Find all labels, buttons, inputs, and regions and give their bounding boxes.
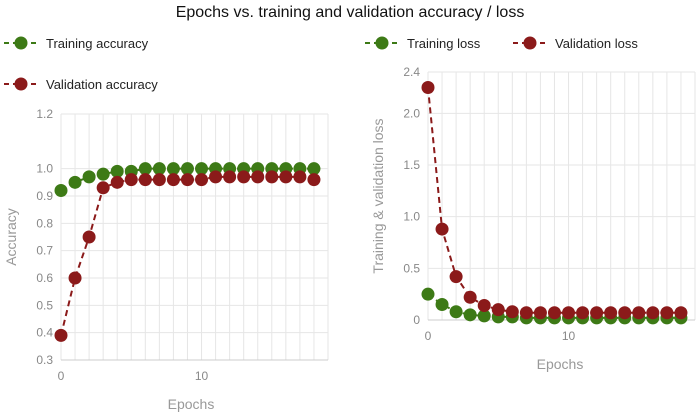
acc-y-tick-label: 1.0	[36, 162, 53, 176]
loss-legend-marker	[523, 36, 537, 50]
acc-y-tick-label: 0.5	[36, 298, 53, 312]
loss-data-point	[435, 298, 449, 311]
acc-data-point	[307, 173, 321, 187]
loss-y-tick-label: 0	[413, 313, 420, 327]
acc-data-point	[152, 162, 166, 176]
acc-data-point	[223, 170, 237, 184]
acc-x-axis-label: Epochs	[168, 396, 215, 412]
acc-y-axis-label: Accuracy	[3, 208, 19, 266]
loss-data-point	[576, 306, 590, 320]
loss-data-point	[660, 306, 674, 320]
loss-x-axis-label: Epochs	[537, 356, 584, 372]
loss-data-point	[646, 306, 660, 320]
loss-y-tick-label: 1.5	[403, 158, 420, 172]
loss-x-tick-label: 0	[425, 329, 432, 343]
loss-data-point	[449, 305, 463, 319]
acc-data-point	[68, 271, 82, 285]
acc-data-point	[68, 175, 82, 189]
loss-data-point	[590, 306, 604, 320]
acc-data-point	[195, 173, 209, 187]
loss-data-point	[421, 81, 435, 94]
loss-y-tick-label: 0.5	[403, 261, 420, 275]
loss-data-point	[547, 306, 561, 320]
loss-legend-label: Validation loss	[555, 36, 638, 51]
acc-data-point	[307, 162, 321, 176]
acc-data-point	[195, 162, 209, 176]
acc-data-point	[124, 173, 138, 187]
acc-data-point	[209, 170, 223, 184]
acc-data-point	[166, 162, 180, 176]
loss-legend-label: Training loss	[407, 36, 481, 51]
acc-data-point	[166, 173, 180, 187]
acc-data-point	[237, 170, 251, 184]
loss-x-tick-label: 10	[562, 329, 576, 343]
acc-data-point	[82, 170, 96, 184]
loss-data-point	[477, 309, 491, 323]
acc-data-point	[180, 162, 194, 176]
acc-data-point	[180, 173, 194, 187]
loss-data-point	[421, 287, 435, 301]
acc-data-point	[152, 173, 166, 187]
acc-data-point	[251, 170, 265, 184]
figure-title: Epochs vs. training and validation accur…	[175, 4, 525, 21]
loss-y-tick-label: 2.4	[403, 65, 420, 79]
acc-y-tick-label: 0.9	[36, 189, 53, 203]
acc-data-point	[96, 181, 110, 195]
loss-data-point	[533, 306, 547, 320]
acc-x-tick-label: 0	[58, 369, 65, 383]
acc-data-point	[54, 328, 68, 342]
loss-y-tick-label: 2.0	[403, 106, 420, 120]
loss-data-point	[519, 306, 533, 320]
loss-data-point	[604, 306, 618, 320]
loss-data-point	[674, 306, 688, 320]
loss-data-point	[477, 299, 491, 313]
loss-data-point	[463, 290, 477, 304]
acc-data-point	[279, 170, 293, 184]
acc-legend-marker	[14, 36, 28, 50]
acc-data-point	[265, 170, 279, 184]
acc-data-point	[110, 164, 124, 178]
acc-data-point	[138, 162, 152, 176]
loss-data-point	[562, 306, 576, 320]
acc-x-tick-label: 10	[195, 369, 209, 383]
acc-data-point	[54, 184, 68, 198]
loss-legend-marker	[375, 36, 389, 50]
loss-y-tick-label: 1.0	[403, 210, 420, 224]
acc-y-tick-label: 0.6	[36, 271, 53, 285]
loss-data-point	[618, 306, 632, 320]
loss-y-axis-label: Training & validation loss	[370, 118, 386, 273]
acc-legend-label: Validation accuracy	[46, 77, 158, 92]
acc-y-tick-label: 0.3	[36, 353, 53, 367]
acc-y-tick-label: 0.7	[36, 244, 53, 258]
loss-data-point	[435, 222, 449, 236]
loss-data-point	[632, 306, 646, 320]
acc-legend-label: Training accuracy	[46, 36, 149, 51]
acc-data-point	[110, 175, 124, 189]
loss-data-point	[505, 305, 519, 319]
acc-y-tick-label: 0.8	[36, 216, 53, 230]
acc-legend-marker	[14, 77, 28, 91]
loss-data-point	[463, 308, 477, 322]
acc-data-point	[138, 173, 152, 187]
loss-data-point	[491, 303, 505, 317]
acc-data-point	[293, 170, 307, 184]
acc-data-point	[82, 230, 96, 244]
acc-y-tick-label: 1.2	[36, 107, 53, 121]
acc-y-tick-label: 0.4	[36, 326, 53, 340]
loss-data-point	[449, 270, 463, 284]
acc-data-point	[96, 167, 110, 181]
